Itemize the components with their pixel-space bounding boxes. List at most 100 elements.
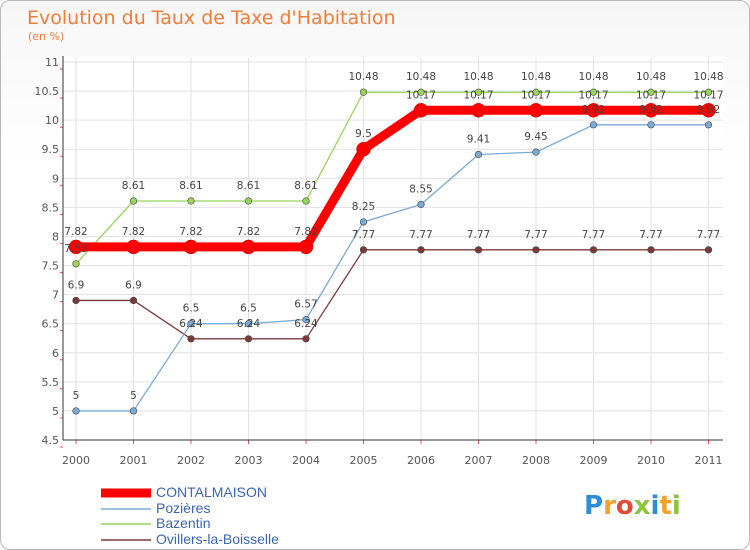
- data-point-0: [471, 103, 486, 118]
- data-label-1: 6.5: [240, 303, 257, 315]
- data-point-0: [68, 239, 84, 255]
- series-line-1: [76, 124, 709, 412]
- data-point-0: [586, 103, 601, 118]
- x-tick-label: 2005: [350, 454, 378, 467]
- legend-item-pozieres: Pozières: [101, 499, 279, 517]
- data-point-2: [532, 88, 540, 96]
- data-point-0: [126, 239, 141, 255]
- data-point-2: [72, 260, 80, 268]
- data-point-1: [302, 316, 310, 324]
- data-point-3: [129, 296, 138, 305]
- data-label-2: 7.53: [64, 243, 87, 255]
- data-point-2: [474, 88, 483, 96]
- legend-swatch-contalmaison: [101, 488, 151, 498]
- legend-label-bazentin: Bazentin: [156, 515, 211, 532]
- data-label-2: 10.48: [463, 71, 493, 83]
- data-point-0: [701, 103, 716, 118]
- y-tick-label: 4.5: [42, 434, 60, 447]
- chart-subtitle: (en %): [28, 30, 65, 43]
- proxiti-logo: Proxiti: [584, 491, 681, 521]
- data-label-3: 7.77: [524, 229, 547, 241]
- data-point-2: [244, 197, 253, 205]
- data-point-0: [241, 239, 256, 255]
- legend-label-pozieres: Pozières: [156, 499, 211, 516]
- data-point-2: [704, 88, 713, 96]
- data-label-0: 10.17: [521, 89, 551, 101]
- data-label-1: 8.55: [409, 183, 432, 195]
- data-point-2: [129, 197, 138, 205]
- logo-letter: i: [650, 491, 660, 521]
- legend-item-contalmaison: CONTALMAISON: [101, 485, 279, 501]
- data-point-2: [359, 88, 368, 96]
- x-tick-label: 2011: [695, 454, 723, 467]
- logo-letter: t: [659, 491, 672, 521]
- x-tick-label: 2000: [62, 454, 90, 467]
- x-tick-label: 2009: [580, 454, 608, 467]
- data-point-2: [302, 197, 310, 205]
- data-label-3: 6.24: [294, 318, 318, 330]
- data-point-0: [413, 103, 429, 118]
- data-label-1: 9.92: [697, 104, 720, 116]
- data-point-3: [417, 246, 425, 254]
- data-label-2: 10.48: [521, 71, 551, 83]
- data-label-2: 10.48: [578, 71, 608, 83]
- data-label-3: 7.77: [467, 229, 490, 241]
- data-point-1: [474, 150, 483, 159]
- data-label-1: 9.92: [639, 104, 662, 116]
- data-point-2: [417, 88, 425, 96]
- data-label-0: 10.17: [693, 89, 723, 101]
- data-label-3: 7.77: [697, 229, 720, 241]
- y-tick-label: 6: [52, 347, 59, 360]
- y-tick-label: 9.5: [42, 143, 60, 156]
- y-tick-label: 10: [45, 114, 59, 127]
- y-tick-label: 7: [52, 289, 59, 302]
- series-line-2: [75, 91, 709, 265]
- data-point-2: [187, 197, 195, 205]
- data-point-3: [704, 246, 713, 254]
- data-point-3: [244, 335, 253, 343]
- data-label-1: 8.25: [352, 201, 375, 213]
- data-label-3: 6.24: [179, 318, 203, 330]
- y-tick-label: 10.5: [35, 85, 60, 98]
- data-label-2: 8.61: [294, 180, 317, 192]
- legend-swatch-pozieres: [101, 508, 151, 510]
- data-point-3: [647, 246, 655, 254]
- data-label-2: 10.48: [348, 71, 378, 83]
- y-tick-label: 6.5: [42, 318, 60, 331]
- series-line-0: [76, 105, 709, 252]
- data-label-0: 10.17: [636, 89, 666, 101]
- legend-label-contalmaison: CONTALMAISON: [156, 484, 267, 501]
- data-label-1: 5: [73, 390, 80, 402]
- data-label-2: 10.48: [693, 71, 723, 83]
- data-label-2: 8.61: [237, 180, 260, 192]
- data-point-3: [589, 246, 598, 254]
- data-point-1: [72, 407, 80, 415]
- data-label-0: 10.17: [578, 89, 608, 101]
- data-point-0: [528, 103, 544, 118]
- data-label-0: 7.82: [237, 226, 260, 238]
- legend-swatch-ovillers: [101, 539, 151, 541]
- y-tick-label: 7.5: [42, 260, 60, 273]
- data-point-3: [474, 246, 483, 254]
- x-tick-label: 2010: [637, 454, 665, 467]
- data-label-2: 10.48: [406, 71, 436, 83]
- data-point-1: [589, 121, 598, 129]
- data-point-1: [417, 200, 425, 209]
- x-tick-label: 2007: [465, 454, 493, 467]
- data-label-0: 7.82: [64, 226, 87, 238]
- data-label-2: 8.61: [122, 180, 145, 192]
- logo-letter: P: [584, 491, 604, 521]
- series-line-3: [76, 249, 709, 340]
- data-label-1: 9.45: [524, 131, 547, 143]
- data-point-3: [302, 335, 310, 343]
- legend-item-bazentin: Bazentin: [101, 516, 279, 532]
- data-point-3: [187, 335, 195, 343]
- data-point-2: [647, 88, 655, 96]
- data-label-1: 6.5: [183, 303, 200, 315]
- data-point-2: [589, 88, 598, 96]
- y-tick-label: 11: [45, 56, 59, 69]
- legend-swatch-bazentin: [101, 523, 151, 525]
- data-point-0: [298, 239, 314, 255]
